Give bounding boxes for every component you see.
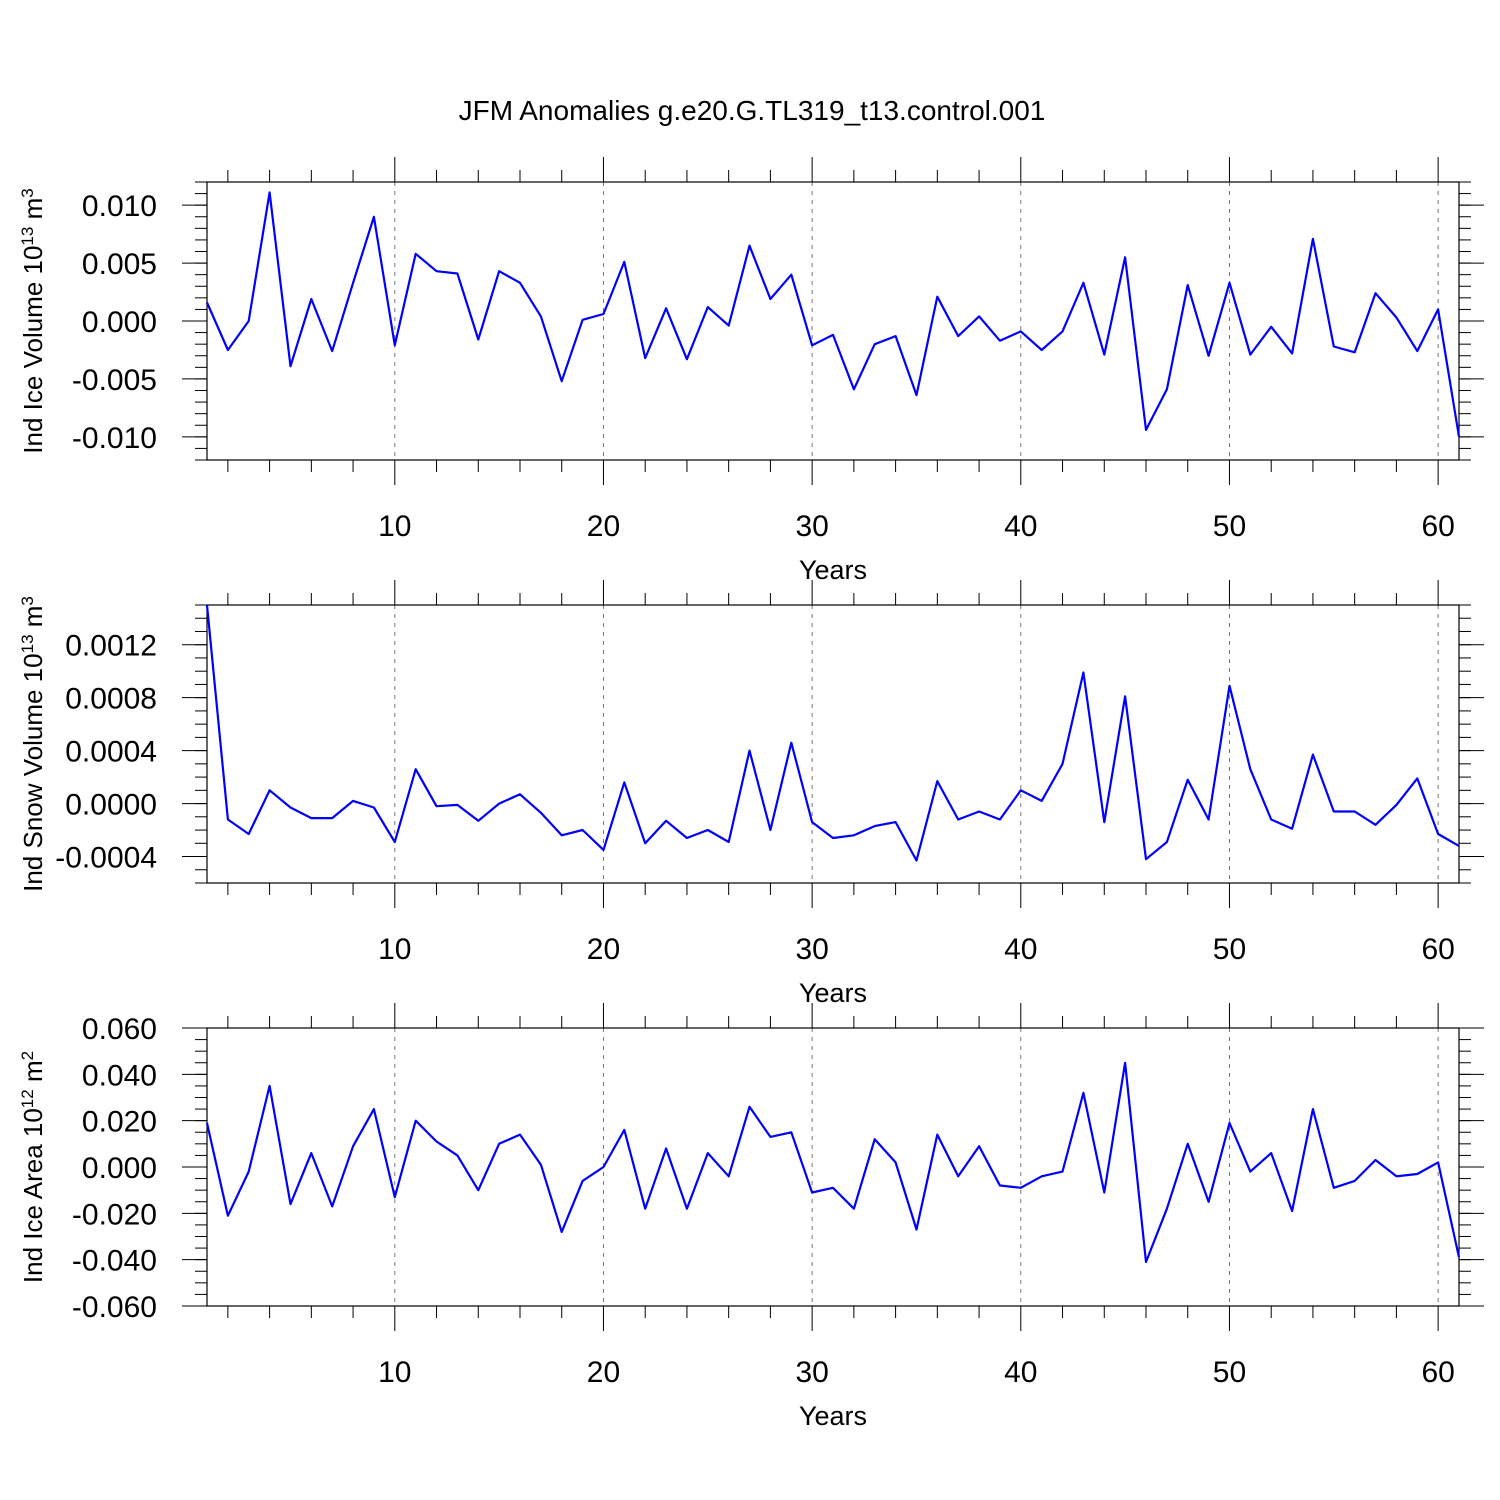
y-tick-label: -0.0004	[55, 842, 157, 875]
y-tick-label: 0.040	[82, 1059, 157, 1092]
panel-1: 10 20 30 40 50 60 Years 0.010 0.005 0.000 -0.005 -0…	[18, 157, 1484, 585]
y-tick-label: -0.040	[72, 1245, 157, 1278]
y-tick-label: 0.020	[82, 1106, 157, 1139]
y-axis-label-part: 13	[18, 227, 37, 246]
plot-frame	[206, 604, 1460, 884]
y-tick-label: 0.000	[82, 1152, 157, 1185]
y-tick-label: -0.010	[72, 422, 157, 455]
x-axis-label: Years	[799, 1401, 867, 1431]
series-line	[205, 1061, 1461, 1264]
x-tick-label: 20	[587, 933, 620, 966]
y-axis-label: Ind Snow Volume 1013 m3	[18, 596, 49, 892]
x-tick-label: 40	[1004, 510, 1037, 543]
y-axis-label-part: 13	[18, 634, 37, 653]
x-tick-label: 40	[1004, 933, 1037, 966]
x-tick-label: 50	[1213, 1356, 1246, 1389]
y-axis-label-part: 3	[18, 596, 37, 605]
x-tick-label: 30	[795, 933, 828, 966]
y-tick-label: 0.0012	[65, 630, 157, 663]
x-axis-label: Years	[799, 978, 867, 1008]
x-tick-label: 50	[1213, 933, 1246, 966]
x-tick-label: 60	[1421, 510, 1454, 543]
x-tick-label: 60	[1421, 1356, 1454, 1389]
y-tick-label: 0.005	[82, 248, 157, 281]
y-axis-label-part: 3	[18, 188, 37, 197]
x-tick-label: 60	[1421, 933, 1454, 966]
y-axis-label-part: 12	[18, 1089, 37, 1108]
y-tick-label: 0.060	[82, 1013, 157, 1046]
x-tick-label: 30	[795, 1356, 828, 1389]
y-tick-label: 0.010	[82, 190, 157, 223]
x-tick-label: 10	[378, 510, 411, 543]
y-tick-label: 0.0004	[65, 736, 157, 769]
x-tick-label: 20	[587, 1356, 620, 1389]
x-tick-label: 30	[795, 510, 828, 543]
y-tick-label: -0.005	[72, 364, 157, 397]
x-tick-label: 10	[378, 1356, 411, 1389]
y-axis-label: Ind Ice Area 1012 m2	[18, 1051, 49, 1283]
y-tick-label: 0.0000	[65, 789, 157, 822]
y-axis-label-part: Ind Snow Volume 10	[18, 653, 48, 892]
y-axis-label-part: Ind Ice Area 10	[18, 1108, 48, 1283]
y-tick-label: -0.020	[72, 1198, 157, 1231]
x-axis-label: Years	[799, 555, 867, 585]
y-tick-label: 0.000	[82, 306, 157, 339]
y-tick-label: -0.060	[72, 1291, 157, 1324]
y-tick-label: 0.0008	[65, 683, 157, 716]
y-axis-label-part: Ind Ice Volume 10	[18, 246, 48, 454]
x-tick-label: 50	[1213, 510, 1246, 543]
y-axis-label-part: m	[18, 1060, 48, 1089]
x-tick-label: 10	[378, 933, 411, 966]
chart-title: JFM Anomalies g.e20.G.TL319_t13.control.…	[459, 95, 1046, 126]
x-tick-label: 40	[1004, 1356, 1037, 1389]
y-axis-label-part: 2	[18, 1051, 37, 1060]
panel-3: 10 20 30 40 50 60 Years 0.060 0.040 0.020 0.000 -0.…	[18, 1003, 1484, 1431]
y-axis-label-part: m	[18, 606, 48, 635]
y-axis-label-part: m	[18, 198, 48, 227]
x-tick-label: 20	[587, 510, 620, 543]
panel-2: 10 20 30 40 50 60 Years 0.0012 0.0008 0.0004 0.000…	[18, 580, 1484, 1008]
y-axis-label: Ind Ice Volume 1013 m3	[18, 188, 49, 453]
